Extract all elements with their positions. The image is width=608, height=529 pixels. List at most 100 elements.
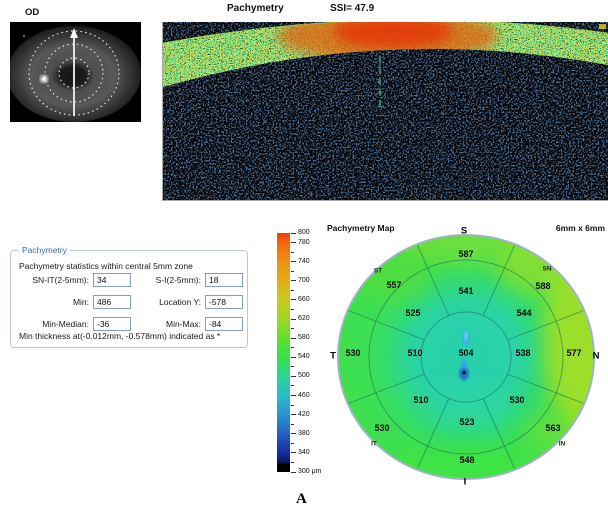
colorbar-label-620: 620 <box>298 315 310 323</box>
stats-grid: SN-IT(2-5mm): 34 S-I(2-5mm): 18 Min: 486 Locat… <box>19 273 243 331</box>
stat-input-sn-it[interactable]: 34 <box>93 273 131 287</box>
colorbar-tick-500 <box>291 375 296 377</box>
min-thickness-marker: * <box>461 369 467 381</box>
iris-photo <box>7 22 141 122</box>
colorbar-tick-480 <box>291 385 294 387</box>
colorbar-label-800: 800 <box>298 229 310 236</box>
colorbar-tick-580 <box>291 337 296 339</box>
map-value-middle-IT: 510 <box>413 395 429 405</box>
colorbar-label-780: 780 <box>298 238 310 246</box>
stats-panel-title: Pachymetry <box>19 245 70 255</box>
colorbar-tick-460 <box>291 395 296 397</box>
colorbar-label-540: 540 <box>298 353 310 361</box>
map-compass-IN: IN <box>558 440 566 448</box>
map-value-outer-I: 548 <box>459 455 475 465</box>
map-value-center: 504 <box>458 348 474 358</box>
colorbar-tick-640 <box>291 308 294 310</box>
colorbar-tick-300 <box>291 471 296 473</box>
oct-bscan-canvas <box>162 19 608 200</box>
colorbar-tick-680 <box>291 289 294 291</box>
map-compass-T: T <box>330 350 336 362</box>
map-value-middle-SN: 544 <box>516 308 532 318</box>
map-value-middle-N: 538 <box>515 348 531 358</box>
colorbar-label-700: 700 <box>298 276 310 284</box>
colorbar-tick-620 <box>291 318 296 320</box>
stat-input-min-median[interactable]: -36 <box>93 317 131 331</box>
map-compass-I: I <box>463 476 467 488</box>
colorbar-label-380: 380 <box>298 429 310 437</box>
map-value-middle-S: 541 <box>458 286 474 296</box>
map-value-outer-IT: 530 <box>374 423 390 433</box>
colorbar-label-740: 740 <box>298 257 310 265</box>
stat-label-sn-it: SN-IT(2-5mm): <box>32 275 89 285</box>
colorbar-tick-600 <box>291 328 294 330</box>
colorbar-tick-720 <box>291 270 294 272</box>
eye-side-label: OD <box>25 7 40 18</box>
map-value-outer-S: 587 <box>458 249 474 259</box>
map-value-outer-SN: 588 <box>535 281 551 291</box>
colorbar-label-420: 420 <box>298 410 310 418</box>
stat-input-location-y[interactable]: -578 <box>205 295 243 309</box>
pachymetry-map-canvas <box>337 234 595 480</box>
thickness-colorbar <box>277 233 290 472</box>
colorbar-tick-440 <box>291 404 294 406</box>
colorbar-tick-320 <box>291 461 294 463</box>
stat-input-min-max[interactable]: -84 <box>205 317 243 331</box>
map-value-middle-T: 510 <box>407 348 423 358</box>
stat-input-min[interactable]: 486 <box>93 295 131 309</box>
colorbar-tick-380 <box>291 433 296 435</box>
map-outer-rim <box>337 234 595 480</box>
colorbar-tick-420 <box>291 414 296 416</box>
figure-label: A <box>296 491 307 507</box>
map-value-middle-ST: 525 <box>405 308 421 318</box>
colorbar-tick-700 <box>291 280 296 282</box>
colorbar-label-460: 460 <box>298 391 310 399</box>
colorbar-label-660: 660 <box>298 295 310 303</box>
colorbar-tick-800 <box>291 232 296 234</box>
map-compass-IT: IT <box>371 440 377 448</box>
colorbar-tick-660 <box>291 299 296 301</box>
oct-bscan-image <box>162 19 608 201</box>
stat-label-min-max: Min-Max: <box>166 319 201 329</box>
colorbar-tick-780 <box>291 242 296 244</box>
colorbar-label-300: 300 μm <box>298 468 322 475</box>
colorbar-tick-560 <box>291 347 294 349</box>
iris-photo-canvas <box>7 22 141 122</box>
map-value-middle-I: 523 <box>459 417 475 427</box>
colorbar-label-500: 500 <box>298 372 310 380</box>
corner-marker <box>599 24 606 29</box>
colorbar-tick-520 <box>291 366 294 368</box>
colorbar-tick-400 <box>291 423 294 425</box>
map-compass-ST: ST <box>373 267 383 275</box>
stat-label-min: Min: <box>72 297 89 307</box>
colorbar-label-580: 580 <box>298 334 310 342</box>
page-title: Pachymetry <box>227 3 284 14</box>
stats-panel-subtitle: Pachymetry statistics within central 5mm… <box>19 261 193 271</box>
ssi-value: SSI= 47.9 <box>330 3 375 14</box>
min-thickness-note: Min thickness at(-0.012mm, -0.578mm) ind… <box>19 331 221 341</box>
colorbar-tick-360 <box>291 442 294 444</box>
map-value-outer-T: 530 <box>345 348 361 358</box>
colorbar-tick-740 <box>291 261 296 263</box>
stat-label-s-i: S-I(2-5mm): <box>155 275 201 285</box>
map-compass-SN: SN <box>542 265 552 273</box>
colorbar-tick-340 <box>291 452 296 454</box>
map-compass-N: N <box>592 350 600 362</box>
map-title: Pachymetry Map <box>327 223 395 233</box>
map-value-middle-IN: 530 <box>509 395 525 405</box>
scan-direction-arrow-icon <box>70 28 78 116</box>
map-value-outer-N: 577 <box>566 348 582 358</box>
map-value-outer-ST: 557 <box>386 280 402 290</box>
map-value-outer-IN: 563 <box>545 423 561 433</box>
colorbar-tick-540 <box>291 356 296 358</box>
stat-label-min-median: Min-Median: <box>42 319 89 329</box>
stat-label-location-y: Location Y: <box>159 297 201 307</box>
colorbar-tick-760 <box>291 251 294 253</box>
map-compass-S: S <box>460 225 468 237</box>
map-size-label: 6mm x 6mm <box>555 223 605 233</box>
sector-grid-lines <box>347 244 585 470</box>
stat-input-s-i[interactable]: 18 <box>205 273 243 287</box>
pachymetry-stats-panel: Pachymetry Pachymetry statistics within … <box>10 245 248 348</box>
thickness-color-field <box>360 235 594 479</box>
